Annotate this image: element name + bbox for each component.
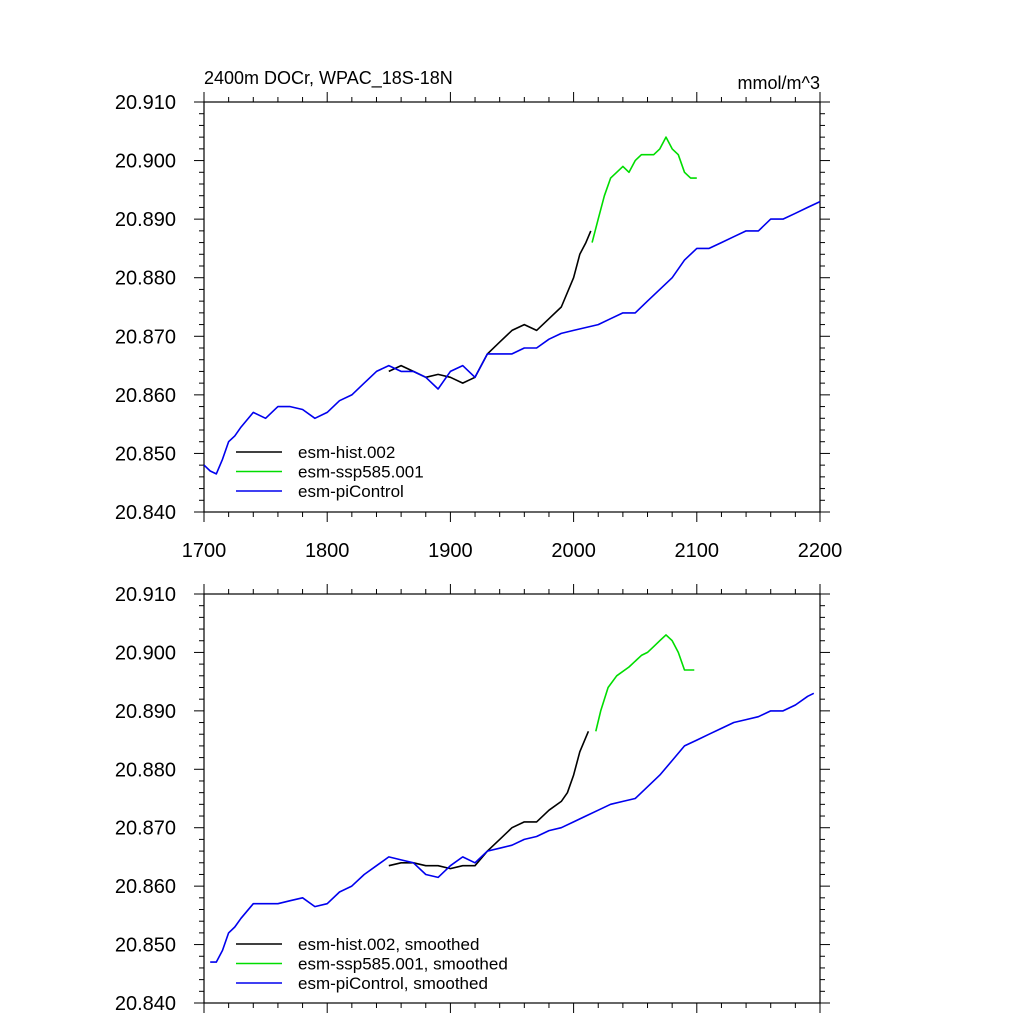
series-line-1 [595,634,695,732]
y-tick-label: 20.890 [115,209,176,231]
y-tick-label: 20.860 [115,876,176,898]
y-tick-label: 20.860 [115,385,176,407]
series-line-0 [388,730,590,870]
plot-frame [203,593,821,1004]
legend-label: esm-ssp585.001, smoothed [298,955,508,974]
plot-area-bottom: 20.840 20.850 20.860 20.870 20.880 20.890 20.9… [115,584,830,1015]
chart-panel-top: 2400m DOCr, WPAC_18S-18N mmol/m^3 20.840… [115,68,842,562]
x-tick-label: 2100 [675,540,720,562]
plot-frame [203,101,821,513]
y-tick-label: 20.840 [115,502,176,524]
y-tick-label: 20.850 [115,443,176,465]
chart-title: 2400m DOCr, WPAC_18S-18N [204,68,453,89]
y-tick-label: 20.870 [115,818,176,840]
series-line-2 [210,692,815,963]
y-tick-label: 20.870 [115,326,176,348]
y-tick-label: 20.880 [115,268,176,290]
y-tick-label: 20.890 [115,701,176,723]
series-line-1 [591,136,697,243]
legend-label: esm-hist.002, smoothed [298,935,479,954]
y-tick-label: 20.880 [115,759,176,781]
chart-panel-bottom: 20.840 20.850 20.860 20.870 20.880 20.890 20.9… [115,584,830,1015]
legend-label: esm-hist.002 [298,443,395,462]
x-tick-label: 1900 [428,540,473,562]
x-tick-label: 1800 [305,540,350,562]
series-line-2 [203,200,821,475]
x-tick-label: 2000 [551,540,596,562]
series-line-0 [388,230,592,384]
y-tick-label: 20.900 [115,151,176,173]
y-tick-label: 20.840 [115,993,176,1015]
legend-label: esm-piControl [298,482,404,501]
chart-units: mmol/m^3 [738,73,820,93]
plot-area-top: 20.840 20.850 20.860 20.870 20.880 20.890 20.9… [115,92,842,562]
y-tick-label: 20.850 [115,935,176,957]
y-tick-label: 20.910 [115,584,176,606]
x-tick-label: 1700 [182,540,227,562]
x-tick-label: 2200 [798,540,843,562]
y-tick-label: 20.900 [115,642,176,664]
legend-label: esm-ssp585.001 [298,463,424,482]
y-tick-label: 20.910 [115,92,176,114]
legend-label: esm-piControl, smoothed [298,974,488,993]
